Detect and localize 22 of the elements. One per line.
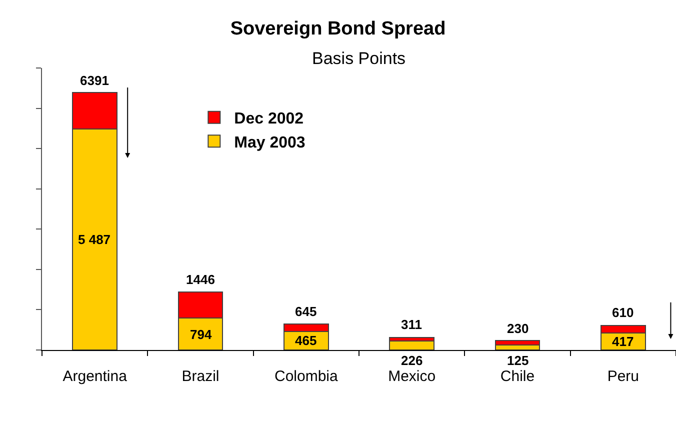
data-label: 465 bbox=[295, 333, 317, 348]
legend-label: Dec 2002 bbox=[234, 110, 304, 128]
data-label: 417 bbox=[612, 334, 634, 349]
data-label: 125 bbox=[507, 353, 529, 368]
x-tick-label: Chile bbox=[500, 368, 535, 385]
x-tick-label: Brazil bbox=[182, 368, 220, 385]
legend-label: May 2003 bbox=[234, 134, 306, 152]
data-label: 226 bbox=[401, 353, 423, 368]
total-label: 311 bbox=[401, 317, 422, 332]
chart-subtitle: Basis Points bbox=[312, 49, 406, 68]
total-label: 230 bbox=[507, 321, 529, 336]
x-tick-label: Mexico bbox=[388, 368, 436, 385]
chart-title: Sovereign Bond Spread bbox=[230, 18, 446, 40]
data-label: 794 bbox=[190, 327, 212, 342]
total-label: 610 bbox=[612, 305, 634, 320]
data-label: 5 487 bbox=[78, 232, 111, 247]
x-tick-label: Colombia bbox=[274, 368, 338, 385]
total-label: 1446 bbox=[186, 272, 215, 287]
total-label: 6391 bbox=[80, 73, 109, 88]
x-tick-label: Peru bbox=[607, 368, 640, 385]
total-label: 645 bbox=[295, 304, 317, 319]
x-tick-label: Argentina bbox=[62, 368, 128, 385]
